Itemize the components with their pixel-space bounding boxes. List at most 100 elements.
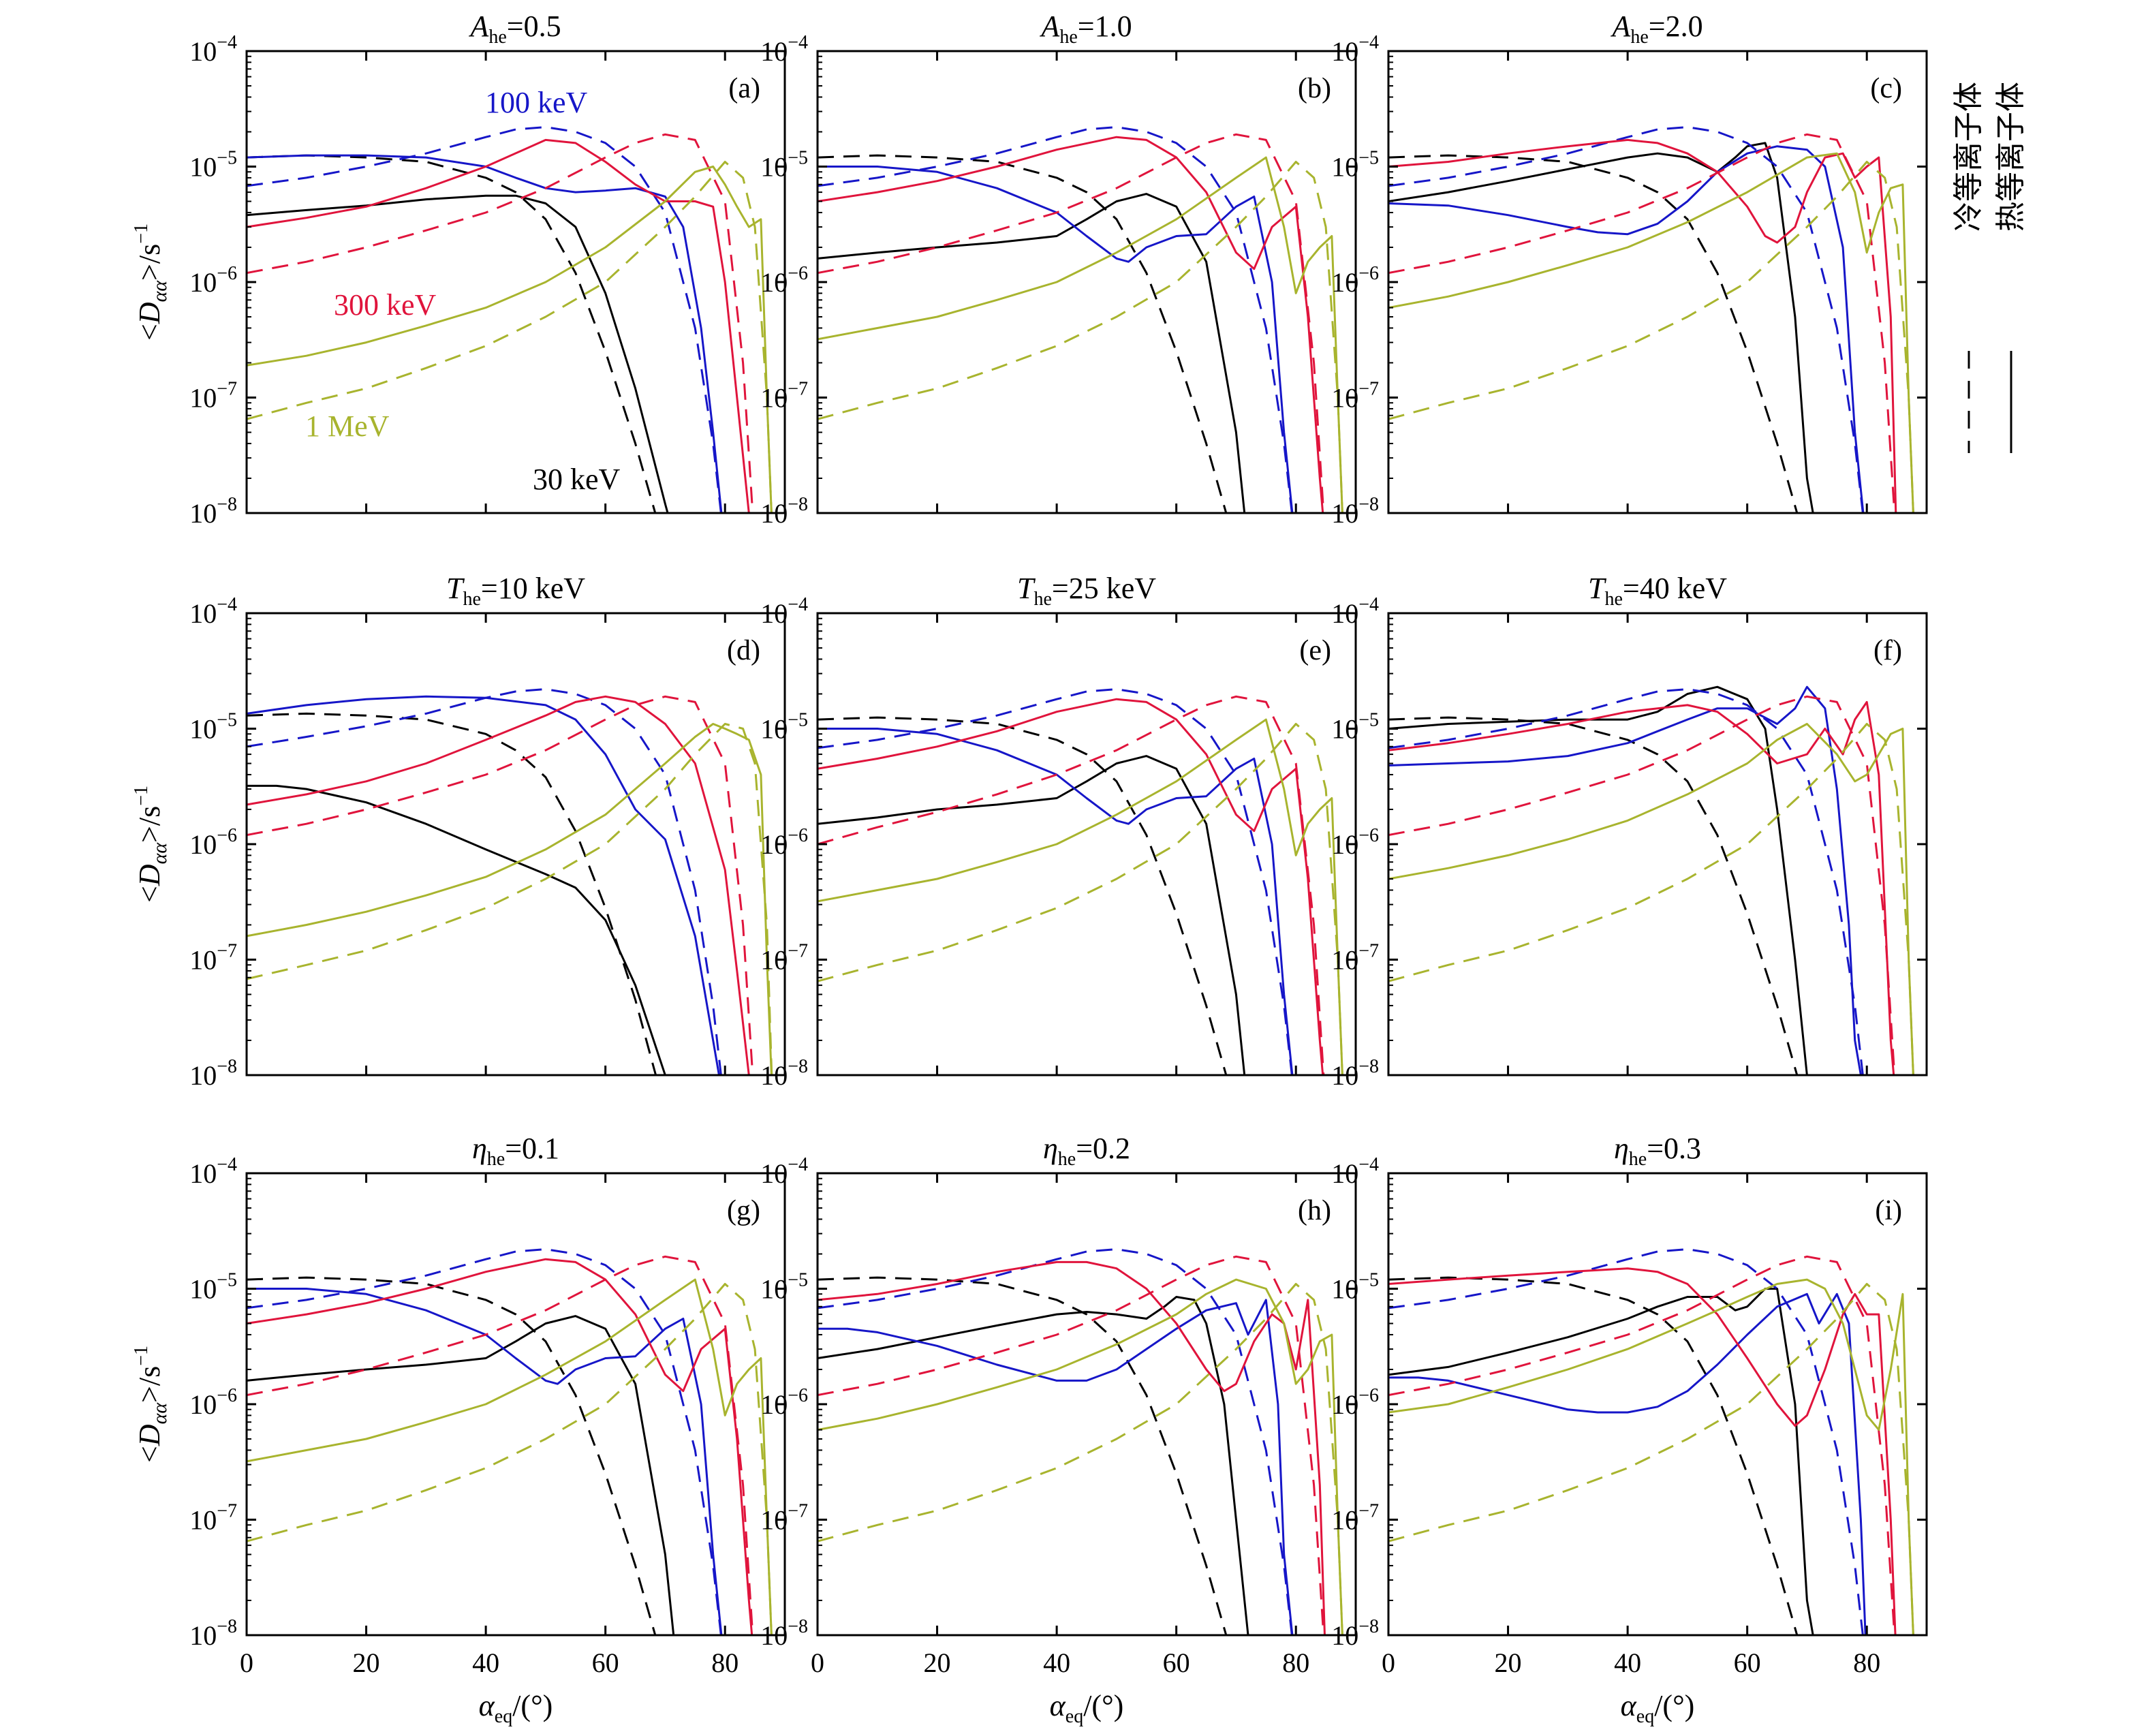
series-e1000-dashed xyxy=(1388,1283,1914,1635)
series-e300-solid xyxy=(247,695,750,1075)
series-e1000-solid xyxy=(247,1278,773,1635)
series-e1000-dashed xyxy=(818,723,1343,1075)
panel-a: 10−8 10−7 10−6 10−5 10−4 Ahe=0.5 (a) <Dαα>/s−1 xyxy=(131,10,786,529)
y-tick-label: 10−7 xyxy=(189,379,237,414)
panel-i: 10−8 10−7 10−6 10−5 10−4 0 20 40 60 80 ηhe=0.3 (i) α… xyxy=(1331,1132,1928,1727)
y-tick-label: 10−8 xyxy=(760,1056,808,1091)
x-tick-label: 40 xyxy=(1614,1647,1641,1678)
y-tick-label: 10−6 xyxy=(1331,1385,1379,1420)
series-e300-solid xyxy=(1388,1267,1897,1635)
y-tick-label: 10−4 xyxy=(1331,594,1379,629)
legend-cold: 冷等离子体 xyxy=(1952,82,1985,453)
series-e100-dashed xyxy=(1388,688,1864,1075)
series-e300-dashed xyxy=(1388,695,1896,1075)
series-e300-dashed xyxy=(1388,133,1896,513)
series-e300-dashed xyxy=(247,133,754,513)
series-e30-solid xyxy=(247,194,669,513)
series-e1000-dashed xyxy=(247,161,773,513)
x-tick-label: 40 xyxy=(1043,1647,1070,1678)
panel-e-series xyxy=(818,688,1343,1075)
x-tick-label: 60 xyxy=(1734,1647,1761,1678)
panel-d-frame xyxy=(245,612,786,1076)
panel-g: 10−8 10−7 10−6 10−5 10−4 0 20 40 60 80 ηhe=0.1 (g) <… xyxy=(131,1132,786,1727)
panel-f-tag: (f) xyxy=(1873,635,1902,666)
x-tick-label: 0 xyxy=(811,1647,824,1678)
panel-b-tag: (b) xyxy=(1298,73,1331,104)
series-e1000-dashed xyxy=(247,1283,773,1635)
series-e300-dashed xyxy=(1388,1255,1896,1635)
x-tick-label: 80 xyxy=(711,1647,738,1678)
series-e100-dashed xyxy=(818,688,1293,1075)
series-e1000-solid xyxy=(818,1278,1343,1635)
series-e1000-dashed xyxy=(818,1283,1343,1635)
y-tick-label: 10−8 xyxy=(760,1616,808,1651)
panel-f: 10−8 10−7 10−6 10−5 10−4 The=40 keV (f) xyxy=(1331,572,1928,1091)
panel-d: 10−8 10−7 10−6 10−5 10−4 The=10 keV (d) <Dαα>/s… xyxy=(131,572,786,1091)
y-tick-label: 10−7 xyxy=(760,941,808,976)
legend-hot-label: 热等离子体 xyxy=(1994,82,2027,232)
y-tick-label: 10−4 xyxy=(760,594,808,629)
panel-c-tag: (c) xyxy=(1870,73,1902,104)
y-tick-label: 10−6 xyxy=(189,825,237,860)
y-tick-label: 10−6 xyxy=(189,1385,237,1420)
panel-c-series xyxy=(1388,126,1914,513)
x-tick-label: 20 xyxy=(1495,1647,1522,1678)
series-e100-solid xyxy=(818,166,1294,513)
panel-g-ylabel: <Dαα>/s−1 xyxy=(131,1346,171,1463)
panel-a-series xyxy=(247,126,773,513)
y-tick-label: 10−4 xyxy=(189,1154,237,1189)
panel-b-series xyxy=(818,126,1343,513)
series-e30-solid xyxy=(247,784,666,1075)
y-tick-label: 10−7 xyxy=(1331,379,1379,414)
y-tick-label: 10−6 xyxy=(1331,825,1379,860)
y-tick-label: 10−7 xyxy=(189,941,237,976)
series-e100-solid xyxy=(247,154,723,513)
y-tick-label: 10−5 xyxy=(1331,148,1379,183)
series-e300-solid xyxy=(1388,700,1895,1075)
panel-c: 10−8 10−7 10−6 10−5 10−4 Ahe=2.0 (c) xyxy=(1331,10,1928,529)
panel-g-xlabel: αeq/(°) xyxy=(479,1689,553,1727)
x-tick-label: 80 xyxy=(1853,1647,1880,1678)
y-tick-label: 10−8 xyxy=(189,494,237,529)
series-e300-dashed xyxy=(818,1255,1325,1635)
x-tick-label: 0 xyxy=(240,1647,253,1678)
panel-e: 10−8 10−7 10−6 10−5 10−4 The=25 keV (e) xyxy=(760,572,1357,1091)
series-e30-dashed xyxy=(247,1276,657,1635)
series-e30-dashed xyxy=(1388,1276,1799,1635)
series-e1000-dashed xyxy=(1388,161,1914,513)
series-e300-solid xyxy=(818,698,1324,1075)
y-tick-label: 10−4 xyxy=(760,1154,808,1189)
panel-a-frame xyxy=(245,50,786,514)
panel-h: 10−8 10−7 10−6 10−5 10−4 0 20 40 60 80 ηhe=0.2 (h) α… xyxy=(760,1132,1357,1727)
panel-d-tag: (d) xyxy=(727,635,760,666)
y-tick-label: 10−8 xyxy=(760,494,808,529)
panel-a-tag: (a) xyxy=(728,73,760,104)
y-tick-label: 10−7 xyxy=(760,379,808,414)
panel-h-title: ηhe=0.2 xyxy=(1043,1132,1130,1170)
series-e30-solid xyxy=(818,755,1246,1075)
series-e100-dashed xyxy=(818,126,1293,513)
panel-f-series xyxy=(1388,685,1914,1075)
panel-i-tag: (i) xyxy=(1875,1195,1902,1226)
energy-label-300kev: 300 keV xyxy=(334,288,437,322)
y-tick-label: 10−5 xyxy=(760,148,808,183)
series-e100-solid xyxy=(1388,1292,1867,1635)
series-e1000-solid xyxy=(1388,152,1914,513)
y-tick-label: 10−5 xyxy=(760,710,808,745)
x-tick-label: 40 xyxy=(472,1647,499,1678)
y-tick-label: 10−6 xyxy=(760,825,808,860)
series-e100-solid xyxy=(247,695,720,1075)
energy-labels: 100 keV 300 keV 1 MeV 30 keV xyxy=(305,86,621,496)
panel-i-series xyxy=(1388,1248,1914,1635)
panel-h-frame xyxy=(816,1172,1357,1637)
y-tick-label: 10−4 xyxy=(189,594,237,629)
series-e1000-solid xyxy=(818,718,1343,1075)
panel-e-title: The=25 keV xyxy=(1017,572,1156,610)
energy-label-100kev: 100 keV xyxy=(485,86,588,119)
panel-i-frame xyxy=(1387,1172,1928,1637)
series-e100-solid xyxy=(1388,145,1865,513)
panel-c-title: Ahe=2.0 xyxy=(1610,10,1702,48)
y-tick-label: 10−5 xyxy=(189,710,237,745)
panel-f-title: The=40 keV xyxy=(1588,572,1727,610)
y-tick-label: 10−6 xyxy=(1331,263,1379,298)
